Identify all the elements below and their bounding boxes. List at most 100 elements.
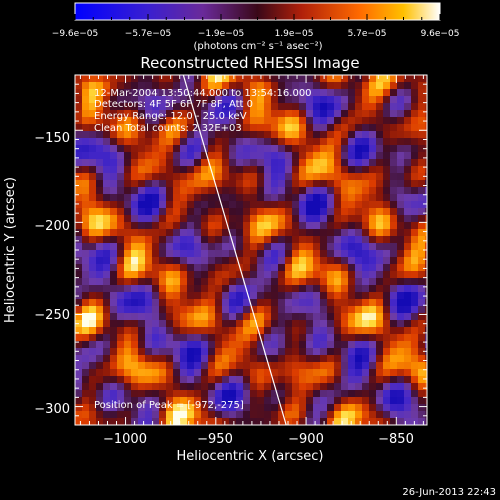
heatmap-cell [124, 383, 132, 391]
heatmap-cell [180, 89, 188, 97]
heatmap-cell [243, 418, 251, 425]
heatmap-cell [201, 404, 209, 412]
heatmap-cell [362, 264, 370, 272]
heatmap-cell [271, 243, 279, 251]
heatmap-cell [145, 236, 153, 244]
y-tick-label: −250 [34, 308, 70, 323]
heatmap-cell [75, 138, 83, 146]
heatmap-cell [418, 418, 426, 425]
heatmap-cell [96, 355, 104, 363]
heatmap-cell [131, 201, 139, 209]
heatmap-cell [306, 103, 314, 111]
heatmap-cell [145, 327, 153, 335]
heatmap-cell [110, 376, 118, 384]
heatmap-cell [243, 313, 251, 321]
heatmap-cell [285, 215, 293, 223]
heatmap-cell [278, 124, 286, 132]
heatmap-cell [96, 397, 104, 405]
heatmap-cell [96, 131, 104, 139]
heatmap-cell [292, 96, 300, 104]
heatmap-cell [285, 229, 293, 237]
heatmap-cell [355, 75, 363, 83]
heatmap-cell [250, 299, 258, 307]
heatmap-cell [334, 404, 342, 412]
heatmap-cell [334, 313, 342, 321]
heatmap-cell [166, 187, 174, 195]
heatmap-cell [411, 264, 419, 272]
heatmap-cell [376, 75, 384, 83]
heatmap-cell [187, 152, 195, 160]
heatmap-cell [411, 313, 419, 321]
heatmap-cell [250, 369, 258, 377]
heatmap-cell [306, 180, 314, 188]
heatmap-cell [299, 103, 307, 111]
heatmap-cell [278, 166, 286, 174]
heatmap-cell [299, 145, 307, 153]
heatmap-cell [117, 257, 125, 265]
heatmap-cell [285, 117, 293, 125]
heatmap-cell [418, 215, 426, 223]
heatmap-cell [145, 82, 153, 90]
heatmap-cell [208, 194, 216, 202]
heatmap-cell [383, 271, 391, 279]
heatmap-cell [376, 355, 384, 363]
heatmap-cell [159, 194, 167, 202]
heatmap-cell [320, 201, 328, 209]
heatmap-cell [159, 376, 167, 384]
heatmap-cell [96, 369, 104, 377]
heatmap-cell [313, 334, 321, 342]
heatmap-cell [383, 292, 391, 300]
heatmap-cell [201, 383, 209, 391]
heatmap-cell [173, 355, 181, 363]
heatmap-cell [383, 229, 391, 237]
heatmap-cell [152, 285, 160, 293]
heatmap-cell [124, 348, 132, 356]
heatmap-cell [390, 117, 398, 125]
heatmap-cell [404, 327, 412, 335]
heatmap-cell [159, 292, 167, 300]
heatmap-cell [236, 418, 244, 425]
heatmap-cell [103, 313, 111, 321]
heatmap-cell [103, 243, 111, 251]
heatmap-cell [166, 341, 174, 349]
heatmap-cell [110, 166, 118, 174]
heatmap-cell [362, 89, 370, 97]
heatmap-cell [159, 152, 167, 160]
heatmap-cell [96, 103, 104, 111]
heatmap-cell [180, 103, 188, 111]
heatmap-cell [397, 369, 405, 377]
heatmap-cell [278, 334, 286, 342]
heatmap-cell [103, 124, 111, 132]
heatmap-cell [299, 271, 307, 279]
heatmap-cell [166, 173, 174, 181]
heatmap-cell [320, 390, 328, 398]
heatmap-cell [117, 180, 125, 188]
heatmap-cell [180, 96, 188, 104]
heatmap-cell [180, 341, 188, 349]
heatmap-cell [201, 166, 209, 174]
heatmap-cell [341, 250, 349, 258]
heatmap-cell [264, 264, 272, 272]
colorbar-units-label: (photons cm⁻² s⁻¹ asec⁻²) [193, 41, 322, 52]
heatmap-cell [355, 152, 363, 160]
heatmap-cell [404, 124, 412, 132]
heatmap-cell [236, 271, 244, 279]
heatmap-cell [425, 82, 427, 90]
heatmap-cell [376, 103, 384, 111]
heatmap-cell [82, 257, 90, 265]
heatmap-cell [271, 376, 279, 384]
heatmap-cell [313, 96, 321, 104]
heatmap-cell [390, 236, 398, 244]
heatmap-cell [138, 180, 146, 188]
heatmap-cell [208, 201, 216, 209]
heatmap-cell [222, 103, 230, 111]
heatmap-cell [418, 306, 426, 314]
heatmap-cell [327, 411, 335, 419]
heatmap-cell [250, 383, 258, 391]
heatmap-cell [362, 355, 370, 363]
heatmap-cell [313, 341, 321, 349]
heatmap-cell [82, 306, 90, 314]
heatmap-cell [117, 117, 125, 125]
heatmap-cell [327, 292, 335, 300]
heatmap-cell [292, 89, 300, 97]
